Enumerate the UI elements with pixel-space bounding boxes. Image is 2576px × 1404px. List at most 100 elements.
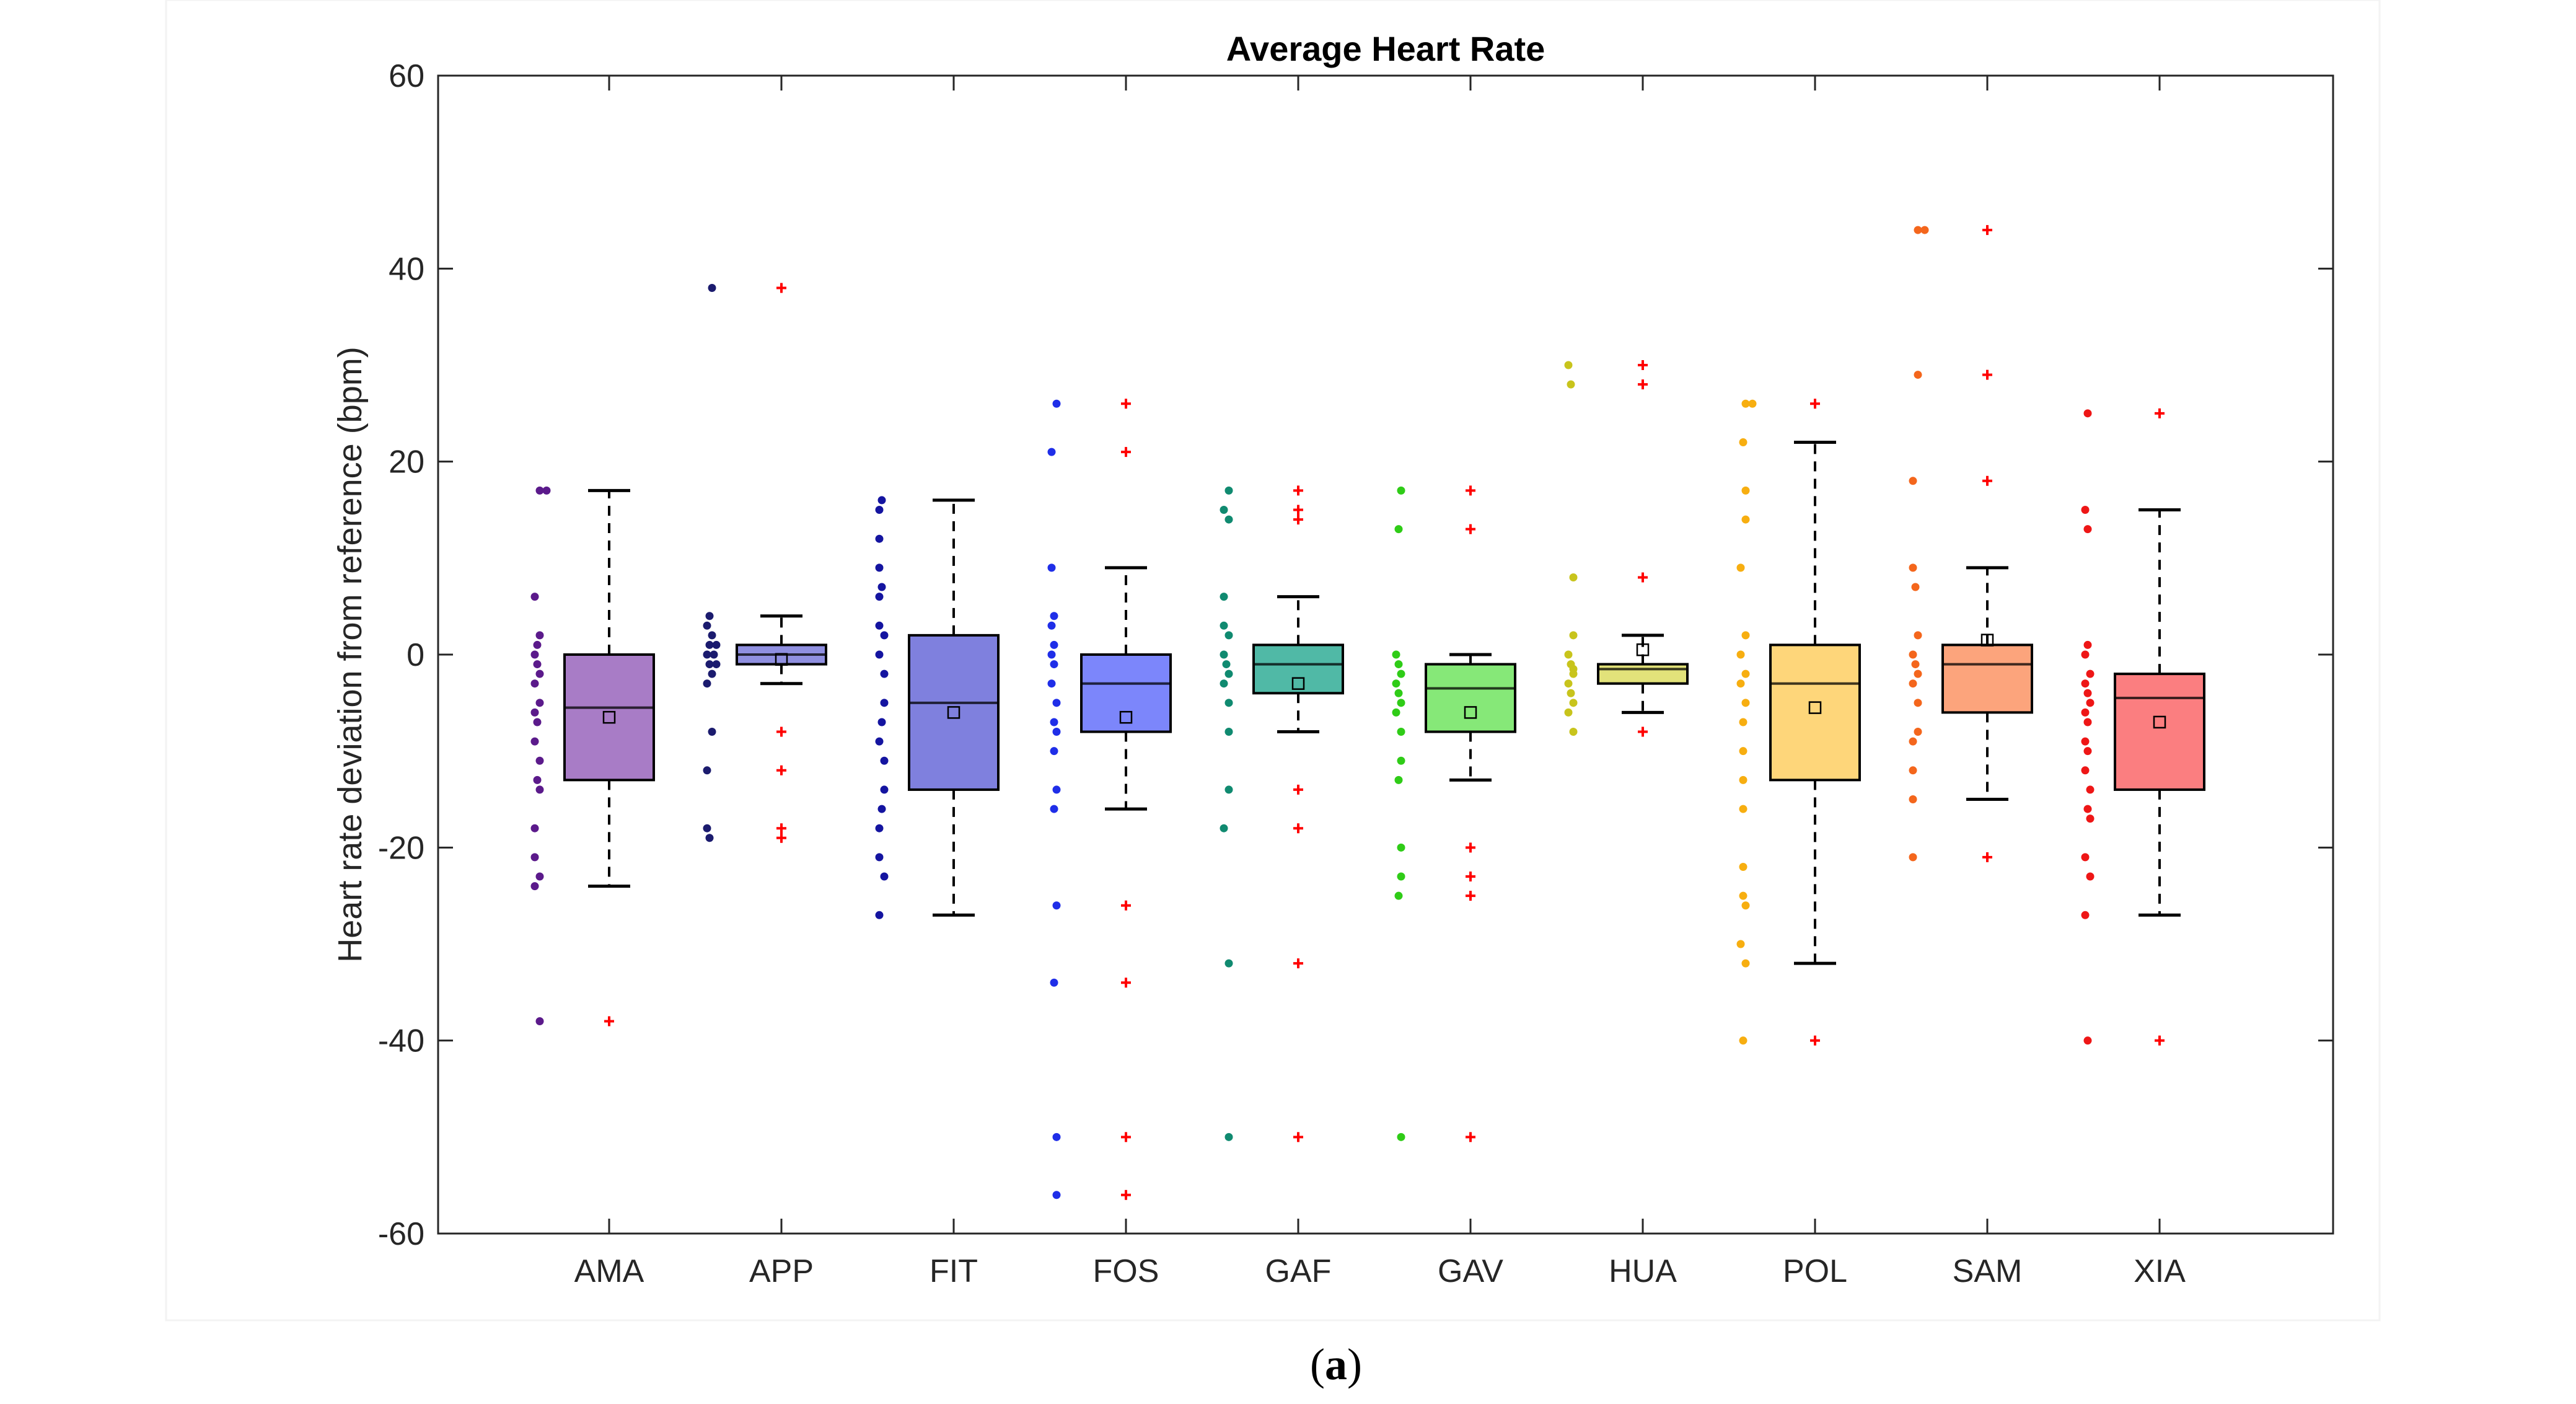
- data-point: [1394, 891, 1403, 900]
- x-tick-label: FOS: [1093, 1253, 1159, 1289]
- data-point: [1047, 621, 1056, 630]
- iqr-box: [1597, 663, 1689, 685]
- data-point: [1569, 573, 1578, 581]
- data-point: [1394, 689, 1403, 697]
- outlier-marker: [1466, 842, 1475, 853]
- data-point: [880, 756, 889, 765]
- data-point: [2081, 650, 2090, 659]
- outlier-marker: [1638, 379, 1648, 390]
- data-point: [705, 660, 714, 669]
- data-point: [535, 699, 544, 707]
- mean-marker: [947, 706, 961, 719]
- outlier-marker: [1121, 399, 1131, 409]
- data-point: [530, 853, 539, 862]
- data-point: [1047, 679, 1056, 688]
- box-group-fos: [1047, 399, 1172, 1200]
- box-group-ama: [530, 486, 655, 1027]
- data-point: [535, 1017, 544, 1026]
- data-point: [1220, 650, 1228, 659]
- data-point: [1224, 515, 1233, 524]
- data-point: [1052, 785, 1061, 794]
- data-point: [1567, 689, 1575, 697]
- outlier-marker: [1293, 958, 1303, 969]
- data-point: [1052, 699, 1061, 707]
- data-point: [1397, 699, 1405, 707]
- y-tick-label: 20: [389, 444, 424, 480]
- data-point: [1569, 728, 1578, 736]
- caption-open: (: [1310, 1340, 1325, 1389]
- data-point: [1050, 660, 1058, 669]
- box-group-sam: [1909, 225, 2033, 862]
- data-point: [1739, 891, 1747, 900]
- data-point: [1050, 747, 1058, 756]
- data-point: [712, 640, 721, 649]
- x-tick-label: GAV: [1438, 1253, 1503, 1289]
- data-point: [1909, 563, 1917, 572]
- outlier-marker: [776, 832, 786, 843]
- data-point: [1739, 862, 1747, 871]
- data-point: [1567, 380, 1575, 389]
- outlier-marker: [2155, 408, 2165, 418]
- outlier-marker: [1982, 475, 1992, 486]
- outlier-marker: [1638, 726, 1648, 737]
- data-point: [703, 650, 711, 659]
- outlier-marker: [1293, 823, 1303, 834]
- data-point: [1052, 901, 1061, 910]
- y-tick-label: 0: [407, 637, 424, 673]
- data-point: [1397, 728, 1405, 736]
- data-point: [1224, 728, 1233, 736]
- outlier-marker: [776, 823, 786, 834]
- mean-marker: [1636, 643, 1650, 656]
- data-point: [2086, 815, 2095, 823]
- data-point: [530, 737, 539, 746]
- data-point: [530, 679, 539, 688]
- box-group-hua: [1564, 360, 1689, 737]
- iqr-box: [2114, 673, 2205, 791]
- data-point: [1224, 959, 1233, 968]
- data-point: [1909, 795, 1917, 803]
- data-point: [1050, 978, 1058, 987]
- data-point: [1050, 640, 1058, 649]
- data-point: [1220, 824, 1228, 832]
- box-group-gaf: [1220, 485, 1344, 1142]
- outlier-marker: [1293, 784, 1303, 795]
- data-point: [710, 650, 718, 659]
- data-point: [1741, 669, 1750, 678]
- data-point: [535, 486, 544, 495]
- iqr-box: [908, 634, 1000, 791]
- data-point: [1741, 699, 1750, 707]
- caption-close: ): [1347, 1340, 1362, 1389]
- data-point: [1397, 1132, 1405, 1141]
- plot-area: [437, 74, 2334, 1235]
- data-point: [875, 563, 884, 572]
- data-point: [1052, 728, 1061, 736]
- outlier-marker: [776, 283, 786, 293]
- outlier-marker: [1810, 399, 1820, 409]
- data-point: [1047, 448, 1056, 456]
- data-point: [535, 631, 544, 640]
- data-point: [705, 612, 714, 620]
- y-tick-label: -60: [378, 1216, 424, 1252]
- data-point: [2083, 718, 2092, 726]
- iqr-box: [563, 653, 655, 782]
- x-axis: AMA APP FIT FOS GAF GAV HUA POL SAM XIA: [574, 76, 2186, 1289]
- mean-marker: [1291, 677, 1305, 690]
- data-point: [1392, 708, 1400, 717]
- outlier-marker: [776, 726, 786, 737]
- data-point: [1220, 506, 1228, 514]
- data-point: [1397, 486, 1405, 495]
- data-point: [1739, 805, 1747, 813]
- data-point: [877, 496, 886, 505]
- outlier-marker: [1293, 485, 1303, 496]
- data-point: [880, 699, 889, 707]
- data-point: [1911, 660, 1920, 669]
- outlier-marker: [776, 765, 786, 775]
- data-point: [1736, 650, 1745, 659]
- x-tick-label: HUA: [1609, 1253, 1677, 1289]
- data-point: [880, 669, 889, 678]
- data-point: [2081, 911, 2090, 919]
- data-point: [1739, 775, 1747, 784]
- data-point: [1914, 669, 1922, 678]
- data-point: [1736, 940, 1745, 948]
- mean-marker: [1980, 634, 1994, 647]
